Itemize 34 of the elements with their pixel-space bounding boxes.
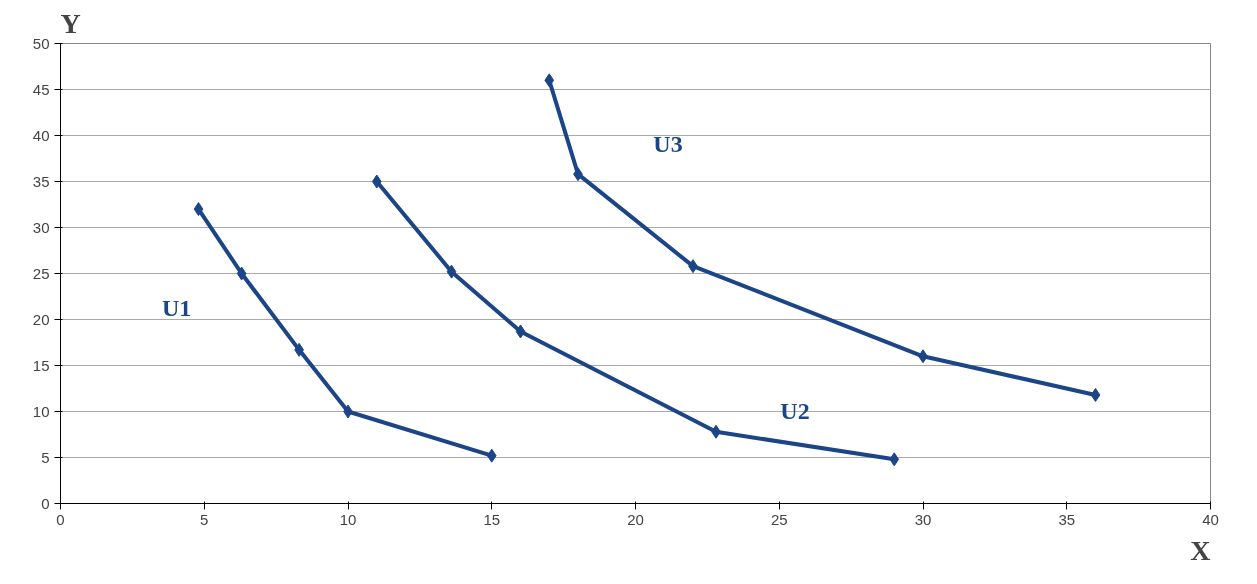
point: [236, 266, 247, 281]
point: [515, 324, 526, 339]
y-tick-label: 45: [32, 80, 50, 98]
point: [193, 202, 204, 217]
series-label: U2: [780, 397, 810, 424]
point: [486, 448, 497, 463]
y-tick-label: 0: [41, 494, 50, 512]
y-tick-label: 40: [32, 126, 50, 144]
y-tick-label: 5: [41, 448, 50, 466]
point: [371, 174, 382, 189]
x-tick-label: 20: [627, 510, 644, 528]
text: U1: [161, 294, 192, 321]
x-tick-label: 5: [200, 510, 209, 528]
y-tick-label: 30: [32, 218, 50, 236]
x-tick-label: 0: [56, 510, 65, 528]
y-tick-label: 35: [32, 172, 50, 190]
point: [1090, 387, 1101, 402]
point: [889, 452, 900, 467]
x-tick-label: 40: [1202, 510, 1219, 528]
text: U3: [653, 131, 683, 158]
x-tick-label: 10: [339, 510, 357, 528]
y-axis-title: Y: [60, 7, 81, 39]
y-tick-label: 50: [32, 34, 50, 52]
point: [446, 264, 457, 279]
x-axis-title: X: [1190, 534, 1211, 566]
y-tick-label: 10: [32, 402, 50, 420]
point: [544, 73, 555, 88]
x-tick-label: 25: [770, 510, 788, 528]
y-tick-label: 25: [32, 264, 50, 282]
y-tick-label: 15: [32, 356, 50, 374]
x-tick-label: 15: [483, 510, 501, 528]
x-tick-label: 35: [1058, 510, 1076, 528]
y-tick-label: 20: [32, 310, 50, 328]
x-tick-label: 30: [914, 510, 932, 528]
